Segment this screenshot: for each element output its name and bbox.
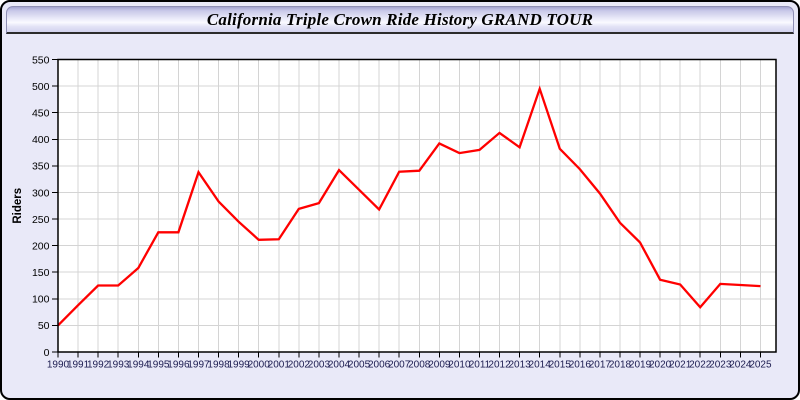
svg-text:2018: 2018 [609, 360, 632, 371]
svg-text:1992: 1992 [87, 360, 110, 371]
svg-text:250: 250 [32, 214, 50, 226]
svg-text:1993: 1993 [107, 360, 130, 371]
y-axis-title: Riders [12, 188, 24, 224]
svg-text:2025: 2025 [749, 360, 772, 371]
svg-text:2002: 2002 [288, 360, 311, 371]
svg-text:2017: 2017 [589, 360, 612, 371]
svg-text:550: 550 [32, 54, 50, 66]
svg-text:50: 50 [38, 320, 50, 332]
svg-text:150: 150 [32, 267, 50, 279]
svg-text:2020: 2020 [649, 360, 672, 371]
svg-text:400: 400 [32, 134, 50, 146]
svg-text:2010: 2010 [448, 360, 471, 371]
svg-text:2009: 2009 [428, 360, 451, 371]
svg-text:2012: 2012 [488, 360, 511, 371]
svg-text:2014: 2014 [529, 360, 552, 371]
svg-text:2016: 2016 [569, 360, 592, 371]
svg-text:1996: 1996 [167, 360, 190, 371]
svg-text:2024: 2024 [729, 360, 752, 371]
svg-text:450: 450 [32, 107, 50, 119]
svg-text:100: 100 [32, 294, 50, 306]
svg-text:2000: 2000 [248, 360, 271, 371]
svg-text:1998: 1998 [207, 360, 230, 371]
svg-text:1991: 1991 [67, 360, 90, 371]
svg-text:2007: 2007 [388, 360, 411, 371]
svg-text:2023: 2023 [709, 360, 732, 371]
riders-line-series [57, 85, 761, 327]
x-axis-labels: 1990199119921993199419951996199719981999… [47, 360, 772, 371]
plot-area [58, 59, 776, 352]
svg-text:1990: 1990 [47, 360, 70, 371]
y-axis-ticks [52, 59, 58, 353]
x-axis-ticks [57, 352, 761, 358]
plot-frame [57, 58, 777, 353]
svg-text:1997: 1997 [187, 360, 210, 371]
svg-text:2019: 2019 [629, 360, 652, 371]
svg-text:2015: 2015 [549, 360, 572, 371]
svg-text:2022: 2022 [689, 360, 712, 371]
svg-text:2005: 2005 [348, 360, 371, 371]
svg-text:2008: 2008 [408, 360, 431, 371]
svg-text:2006: 2006 [368, 360, 391, 371]
svg-text:2003: 2003 [308, 360, 331, 371]
title-bar: California Triple Crown Ride History GRA… [6, 6, 794, 34]
svg-text:200: 200 [32, 240, 50, 252]
svg-text:300: 300 [32, 187, 50, 199]
svg-text:2021: 2021 [669, 360, 692, 371]
svg-text:2001: 2001 [268, 360, 291, 371]
svg-text:1995: 1995 [147, 360, 170, 371]
svg-text:0: 0 [44, 347, 50, 359]
svg-text:500: 500 [32, 81, 50, 93]
svg-text:2013: 2013 [508, 360, 531, 371]
svg-text:1999: 1999 [228, 360, 251, 371]
page-title: California Triple Crown Ride History GRA… [206, 9, 594, 29]
gridlines [58, 59, 776, 352]
svg-text:2011: 2011 [469, 360, 491, 371]
svg-text:1994: 1994 [127, 360, 150, 371]
svg-text:350: 350 [32, 161, 50, 173]
svg-text:2004: 2004 [328, 360, 351, 371]
y-axis-labels: 0 50 100 150 200 250 300 350 400 450 500 550 [32, 54, 50, 359]
